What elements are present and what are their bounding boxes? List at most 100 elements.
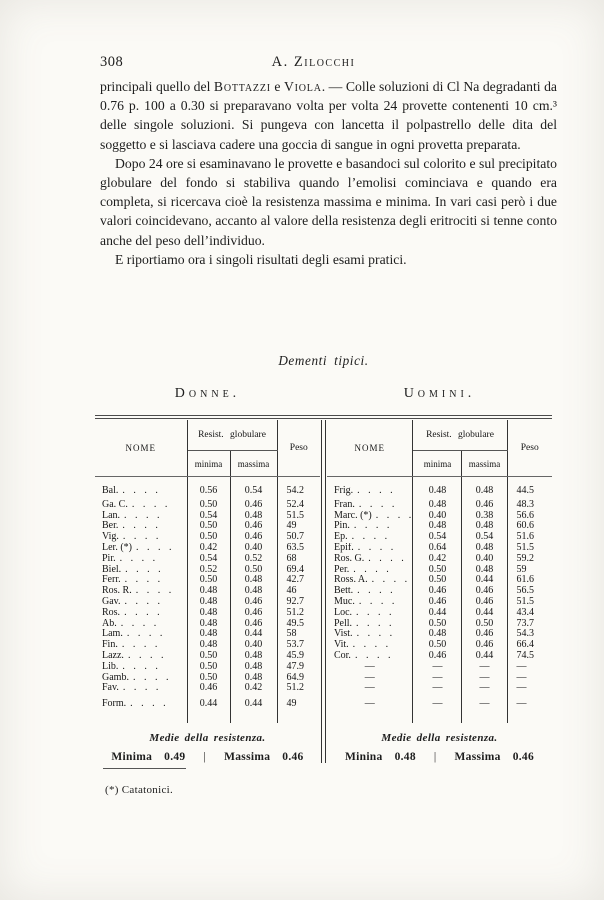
minima-value: 0.48 — [394, 750, 416, 763]
table-title: Dementi tipici. — [278, 353, 369, 368]
table-row: Ber.. . . . 0.50 0.46 49 — [95, 521, 320, 533]
cell-nome: Pir.. . . . — [95, 553, 188, 565]
cell-nome: Pell.. . . . — [326, 618, 414, 630]
table-uomini: NOME Resist. globulare Peso minima massi… — [326, 420, 552, 763]
cell-massima: 0.50 — [461, 618, 508, 630]
minima-label: Minima — [111, 750, 153, 763]
cell-massima: 0.50 — [230, 564, 278, 576]
cell-nome: Gamb.. . . . — [95, 672, 188, 684]
cell-nome: Bal.. . . . — [95, 476, 188, 500]
massima-value: 0.46 — [512, 750, 535, 763]
running-head-author: A. Zilocchi — [271, 54, 356, 70]
cell-minima: 0.50 — [187, 575, 231, 587]
cell-nome: Lazz.. . . . — [95, 650, 188, 662]
column-header-minima: minima — [187, 450, 231, 477]
cell-nome: Cor.. . . . — [326, 650, 414, 662]
cell-peso: 42.7 — [286, 575, 305, 586]
cell-nome: Form.. . . . — [95, 694, 188, 723]
column-header-resist-globulare: Resist. globulare — [187, 420, 278, 451]
cell-peso: 47.9 — [286, 661, 305, 672]
cell-minima: 0.48 — [187, 607, 231, 619]
cell-peso: 69.4 — [286, 564, 305, 575]
cell-minima: 0.50 — [412, 618, 463, 630]
column-header-nome: NOME — [326, 420, 414, 477]
cell-peso: — — [516, 697, 527, 709]
cell-minima: — — [412, 683, 463, 695]
cell-massima: 0.46 — [230, 596, 278, 608]
cell-massima: 0.46 — [230, 618, 278, 630]
column-header-peso: Peso — [507, 420, 552, 477]
table-row: Ga. C.. . . . 0.50 0.46 52.4 — [95, 499, 320, 511]
table-row: Epif.. . . . 0.64 0.48 51.5 — [326, 542, 552, 554]
cell-nome: Ab.. . . . — [95, 618, 188, 630]
cell-peso: — — [516, 683, 527, 694]
cell-nome: Per.. . . . — [326, 564, 414, 576]
table-row: Pin.. . . . 0.48 0.48 60.6 — [326, 521, 552, 533]
cell-nome: Fav.. . . . — [95, 683, 188, 695]
cell-peso: 51.5 — [516, 542, 535, 554]
cell-massima: 0.46 — [230, 532, 278, 543]
section-heading-donne: Donne. — [174, 386, 241, 401]
cell-massima: 0.46 — [461, 499, 508, 511]
cell-minima: 0.50 — [187, 650, 231, 662]
results-table-section: Dementi tipici. Donne. Uomini. NOME Resi… — [95, 353, 552, 763]
cell-minima: — — [412, 694, 463, 723]
cell-minima: 0.50 — [187, 532, 231, 543]
table-row: Pell.. . . . 0.50 0.50 73.7 — [326, 618, 552, 630]
cell-peso: 48.3 — [516, 499, 535, 510]
page-number: 308 — [100, 54, 124, 70]
table-row: — — — — — [326, 661, 552, 673]
table-row: Marc. (*). . . . 0.40 0.38 56.6 — [326, 510, 552, 522]
cell-nome: Ber.. . . . — [95, 521, 188, 533]
table-row: — — — — — [326, 694, 552, 723]
cell-minima: 0.42 — [187, 542, 231, 554]
cell-minima: 0.46 — [412, 650, 463, 662]
cell-massima: 0.40 — [230, 640, 278, 651]
cell-minima: 0.54 — [187, 553, 231, 565]
cell-peso: 64.9 — [286, 672, 305, 683]
medie-title: Medie della resistenza. — [381, 731, 498, 744]
cell-minima: 0.42 — [412, 553, 463, 565]
table-row: Vit.. . . . 0.50 0.46 66.4 — [326, 640, 552, 651]
cell-peso: 56.6 — [516, 510, 535, 521]
cell-peso: 51.2 — [286, 683, 305, 694]
cell-nome: Bett.. . . . — [326, 586, 414, 597]
table-row: Ross. A.. . . . 0.50 0.44 61.6 — [326, 575, 552, 587]
cell-minima: 0.48 — [412, 476, 463, 500]
cell-minima: 0.50 — [187, 661, 231, 673]
cell-peso: 59 — [516, 564, 527, 575]
column-header-massima: massima — [461, 450, 508, 477]
table-row: Lazz.. . . . 0.50 0.48 45.9 — [95, 650, 320, 662]
cell-massima: 0.40 — [461, 553, 508, 565]
cell-massima: 0.44 — [230, 629, 278, 641]
cell-peso: — — [516, 661, 527, 672]
divider-bar: | — [433, 750, 437, 763]
cell-nome: Ros. G.. . . . — [326, 553, 414, 565]
cell-peso: 61.6 — [516, 575, 535, 586]
cell-peso: 52.4 — [286, 499, 305, 510]
cell-peso: 51.5 — [516, 596, 535, 608]
cell-minima: 0.50 — [187, 499, 231, 511]
cell-minima: 0.48 — [187, 640, 231, 651]
cell-minima: 0.46 — [412, 596, 463, 608]
table-row: Ep.. . . . 0.54 0.54 51.6 — [326, 532, 552, 543]
cell-nome: Lam.. . . . — [95, 629, 188, 641]
cell-nome: — — [326, 661, 414, 673]
table-row: Cor.. . . . 0.46 0.44 74.5 — [326, 650, 552, 662]
paragraph-2: Dopo 24 ore si esaminavano le provette e… — [100, 155, 557, 248]
table-row: Pir.. . . . 0.54 0.52 68 — [95, 553, 320, 565]
cell-massima: 0.54 — [461, 532, 508, 543]
minima-label: Minina — [344, 750, 383, 763]
table-row: Bal.. . . . 0.56 0.54 54.2 — [95, 476, 320, 500]
cell-peso: 59.2 — [516, 553, 535, 564]
table-donne: NOME Resist. globulare Peso minima massi… — [95, 420, 321, 763]
table-center-divider — [321, 420, 326, 763]
medie-values: Minina 0.48 | Massima 0.46 — [327, 751, 552, 763]
cell-minima: 0.64 — [412, 542, 463, 554]
cell-minima: 0.46 — [412, 586, 463, 597]
cell-massima: 0.38 — [461, 510, 508, 522]
cell-massima: 0.52 — [230, 553, 278, 565]
cell-massima: 0.46 — [461, 586, 508, 597]
cell-massima: 0.48 — [230, 672, 278, 684]
cell-minima: 0.50 — [412, 575, 463, 587]
